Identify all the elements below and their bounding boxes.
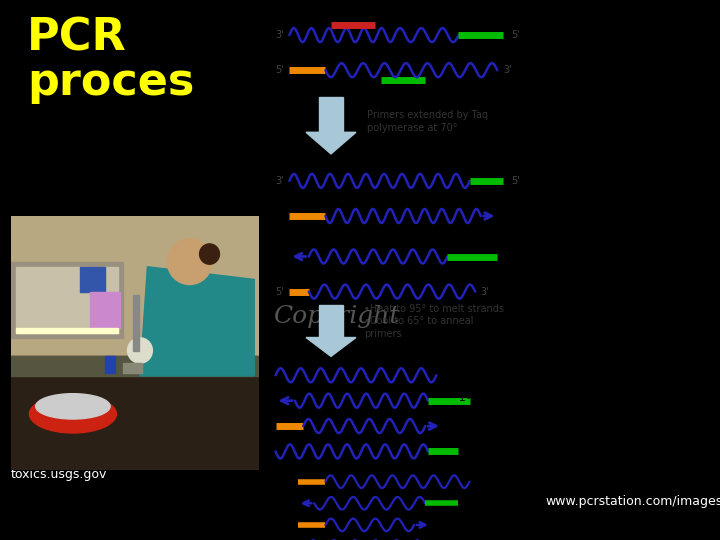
- Bar: [90, 292, 120, 328]
- Circle shape: [167, 239, 212, 285]
- Bar: [122, 363, 143, 373]
- Bar: [11, 355, 259, 470]
- Ellipse shape: [35, 394, 110, 419]
- Ellipse shape: [30, 395, 117, 433]
- Text: 5': 5': [276, 65, 284, 75]
- Text: 3': 3': [481, 287, 490, 296]
- Bar: [105, 355, 115, 373]
- Bar: [16, 328, 117, 333]
- Text: 3': 3': [276, 30, 284, 40]
- Bar: [11, 355, 259, 376]
- Circle shape: [127, 338, 153, 363]
- Text: 5': 5': [511, 30, 520, 40]
- Text: 3': 3': [276, 176, 284, 186]
- Text: 5': 5': [276, 287, 284, 296]
- Bar: [11, 262, 122, 338]
- Text: Copyright: Copyright: [273, 305, 399, 328]
- Text: •Heat to 95° to melt strands
•Cool to 65° to anneal
primers: •Heat to 95° to melt strands •Cool to 65…: [364, 304, 504, 339]
- Bar: [11, 216, 259, 355]
- Polygon shape: [140, 267, 254, 376]
- Text: 3': 3': [503, 65, 511, 75]
- Bar: [140, 343, 202, 363]
- Text: toxics.usgs.gov: toxics.usgs.gov: [11, 468, 107, 481]
- Circle shape: [199, 244, 220, 264]
- Bar: [132, 295, 139, 350]
- Polygon shape: [306, 338, 356, 356]
- Polygon shape: [318, 97, 343, 132]
- Polygon shape: [318, 305, 343, 338]
- Bar: [16, 267, 117, 333]
- Text: www.pcrstation.com/images: www.pcrstation.com/images: [545, 495, 720, 508]
- Text: Primers extended by Taq
polymerase at 70°: Primers extended by Taq polymerase at 70…: [367, 110, 488, 133]
- Text: Molecular
Station .com: Molecular Station .com: [459, 387, 583, 429]
- Text: 5': 5': [511, 176, 520, 186]
- Polygon shape: [306, 132, 356, 154]
- Bar: [81, 267, 105, 292]
- Text: PCR
proces: PCR proces: [27, 16, 194, 104]
